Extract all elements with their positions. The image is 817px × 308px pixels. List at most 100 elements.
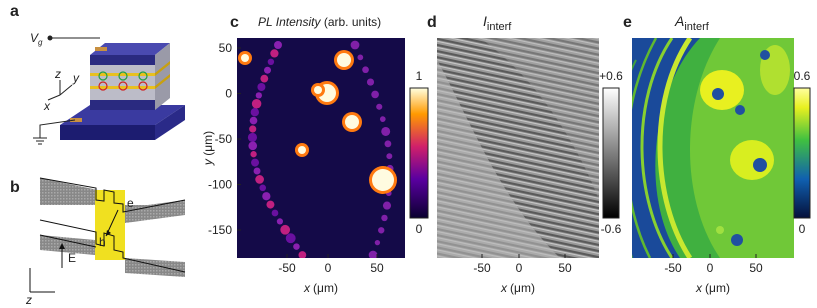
electron-label: e — [127, 196, 134, 210]
colorbar — [793, 87, 811, 219]
pl-spot — [381, 126, 391, 136]
panel-title: Iinterf — [483, 13, 512, 33]
panel-title: Ainterf — [674, 13, 710, 33]
panel-label: c — [230, 14, 239, 31]
axis-var: x — [303, 281, 311, 295]
y-tick-label: -150 — [208, 223, 232, 237]
y-tick-label: 50 — [219, 41, 233, 55]
axis-label: x — [43, 99, 51, 113]
pl-spot — [249, 125, 257, 133]
pl-spot — [376, 103, 383, 110]
pl-spot — [250, 151, 257, 158]
pl-spot — [267, 58, 275, 66]
pl-spot — [350, 40, 360, 50]
y-axis-label: y (μm) — [201, 131, 215, 166]
y-tick-label: -100 — [208, 178, 232, 192]
band-diagram — [29, 177, 186, 293]
pl-spot — [266, 200, 275, 209]
pl-spot — [314, 86, 322, 94]
pl-spot — [251, 99, 262, 109]
pl-spot — [255, 92, 262, 99]
x-tick-label: 50 — [558, 261, 572, 275]
pl-spot — [270, 49, 279, 58]
pl-map — [237, 38, 405, 258]
pl-spot — [386, 153, 393, 160]
x-axis-label: x (μm) — [500, 281, 535, 295]
pl-spot — [357, 54, 364, 61]
pl-spot — [298, 146, 306, 154]
pl-spot — [247, 132, 258, 142]
colorbar-label: 0 — [416, 222, 423, 236]
x-tick-label: 0 — [325, 261, 332, 275]
colorbar-label: +0.6 — [599, 69, 623, 83]
pl-spot — [378, 227, 385, 234]
x-tick-label: 0 — [707, 261, 714, 275]
axis-label: z — [25, 293, 32, 307]
pl-spot — [285, 233, 296, 244]
axis-unit: (μm) — [705, 281, 730, 295]
x-tick-label: -50 — [278, 261, 296, 275]
colorbar-label: -0.6 — [601, 222, 622, 236]
x-axis-label: x (μm) — [303, 281, 338, 295]
pl-spot — [259, 184, 267, 192]
axis-var: x — [500, 281, 508, 295]
colorbar — [602, 87, 620, 219]
amplitude-map — [632, 38, 794, 258]
pl-spot — [257, 82, 266, 92]
pl-spot — [264, 66, 271, 74]
x-axis-label: x (μm) — [695, 281, 730, 295]
pl-spot — [379, 116, 386, 122]
pl-spot — [362, 66, 369, 74]
pl-spot — [366, 78, 375, 86]
panel-title: PL Intensity (arb. units) — [258, 15, 381, 29]
pl-spot — [276, 218, 284, 225]
pl-spot — [251, 158, 260, 167]
pl-spot — [253, 167, 261, 175]
x-tick-label: 50 — [370, 261, 384, 275]
axis-label: z — [54, 67, 61, 81]
x-tick-label: 0 — [516, 261, 523, 275]
y-tick-label: -50 — [215, 132, 233, 146]
pl-spot — [384, 140, 392, 148]
colorbar-label: 0.6 — [794, 69, 811, 83]
colorbar-label: 0 — [799, 222, 806, 236]
panel-label: e — [623, 14, 632, 31]
x-tick-label: -50 — [473, 261, 491, 275]
panel-label: a — [10, 3, 19, 20]
pl-spot — [271, 209, 279, 217]
colorbar-label: 1 — [416, 69, 423, 83]
pl-spot — [241, 54, 249, 62]
field-label: E — [68, 251, 76, 265]
pl-spot — [280, 224, 291, 235]
pl-spot — [293, 243, 300, 250]
pl-spot — [249, 116, 258, 125]
pl-spot — [345, 115, 359, 129]
pl-spot — [381, 214, 388, 222]
pl-spot — [255, 175, 264, 184]
axis-label: y — [72, 71, 80, 85]
pl-spot — [374, 239, 381, 246]
device-schematic — [33, 35, 185, 145]
panel-label: b — [10, 179, 20, 196]
axis-var: x — [695, 281, 703, 295]
pl-spot — [368, 250, 378, 258]
pl-spot — [260, 74, 269, 83]
interference-map — [437, 38, 599, 258]
colorbar — [409, 87, 429, 219]
pl-spot — [371, 90, 379, 99]
pl-spot — [382, 201, 392, 210]
pl-spot — [337, 53, 351, 67]
x-tick-label: 50 — [749, 261, 763, 275]
hole-label: h — [99, 235, 106, 249]
panel-label: d — [427, 14, 437, 31]
x-tick-label: -50 — [664, 261, 682, 275]
axis-unit: (μm) — [313, 281, 338, 295]
pl-spot — [248, 141, 258, 151]
pl-spot — [262, 192, 271, 201]
pl-spot — [250, 108, 260, 117]
axis-unit: (μm) — [510, 281, 535, 295]
pl-spot — [274, 41, 282, 49]
pl-spot — [298, 251, 307, 258]
gate-label: Vg — [30, 31, 43, 47]
